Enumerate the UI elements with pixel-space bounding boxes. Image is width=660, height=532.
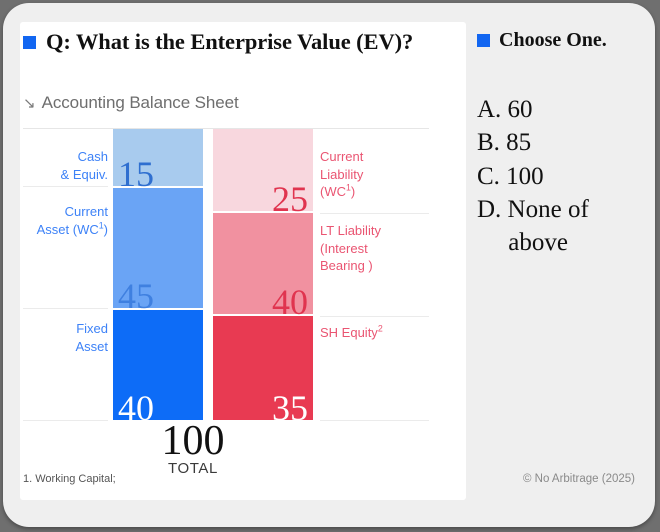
answer-options-list: A. 60 B. 85 C. 100 D. None of above [477, 93, 647, 259]
table-top-rule [23, 128, 429, 129]
choose-one-header: Choose One. [477, 29, 647, 52]
device-frame: Q: What is the Enterprise Value (EV)? ↘ … [3, 3, 655, 527]
arrow-down-right-icon: ↘ [23, 94, 36, 112]
liability-bar-equity: 35 [213, 316, 313, 426]
row-divider [320, 420, 429, 421]
asset-bar-column: 15 45 40 [113, 128, 203, 426]
asset-label-cash: Cash & Equiv. [60, 149, 108, 182]
liability-bar-lt: 40 [213, 213, 313, 320]
liability-label-equity: SH Equity2 [320, 323, 383, 340]
asset-bar-fixed: 40 [113, 310, 203, 426]
answer-option-d[interactable]: D. None of [477, 195, 589, 223]
answer-option-d-cont[interactable]: above [477, 229, 568, 256]
blue-square-icon [477, 34, 490, 47]
answer-panel: Choose One. A. 60 B. 85 C. 100 D. None o… [477, 29, 647, 259]
subtitle-label: Accounting Balance Sheet [41, 93, 239, 112]
footnote: 1. Working Capital; [23, 473, 116, 485]
asset-bar-current: 45 [113, 188, 203, 314]
liability-label-column: Current Liability (WC1) LT Liability (In… [320, 128, 429, 421]
blue-square-icon [23, 35, 36, 49]
asset-bar-cash: 15 [113, 129, 203, 192]
liability-bar-current: 25 [213, 129, 313, 217]
asset-label-fixed: Fixed Asset [75, 321, 108, 354]
liability-label-current: Current Liability (WC1) [320, 149, 364, 200]
row-divider [23, 186, 108, 187]
liability-bar-column: 25 40 35 [213, 128, 313, 426]
row-divider [23, 308, 108, 309]
total-value: 100 [161, 418, 225, 464]
choose-one-label: Choose One. [499, 29, 607, 51]
answer-option-c[interactable]: C. 100 [477, 162, 544, 190]
question-header: Q: What is the Enterprise Value (EV)? [23, 29, 413, 55]
asset-label-current: Current Asset (WC1) [36, 204, 108, 237]
asset-label-column: Cash & Equiv. Current Asset (WC1) Fixed … [23, 128, 108, 421]
answer-option-a[interactable]: A. 60 [477, 96, 533, 123]
row-divider [320, 316, 429, 317]
total-block: 100 TOTAL [93, 418, 293, 478]
page-title: Q: What is the Enterprise Value (EV)? [46, 29, 414, 54]
row-divider [320, 213, 429, 214]
row-divider [23, 420, 108, 421]
answer-option-b[interactable]: B. 85 [477, 129, 532, 157]
liability-label-lt: LT Liability (Interest Bearing ) [320, 223, 381, 274]
subtitle-row: ↘ Accounting Balance Sheet [23, 93, 239, 113]
copyright-label: © No Arbitrage (2025) [522, 473, 635, 485]
total-caption: TOTAL [168, 460, 218, 478]
balance-sheet-table: Cash & Equiv. Current Asset (WC1) Fixed … [23, 128, 429, 426]
